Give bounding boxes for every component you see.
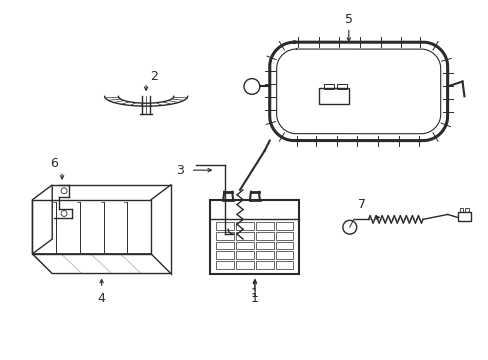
Bar	[275, 251, 293, 259]
Text: 2: 2	[150, 70, 158, 83]
Bar	[210, 200, 299, 274]
Bar	[275, 232, 293, 240]
Bar	[336, 85, 346, 89]
Bar	[236, 251, 253, 259]
Bar	[216, 251, 234, 259]
Text: 1: 1	[250, 292, 258, 305]
Text: 7: 7	[357, 198, 365, 211]
Bar	[275, 222, 293, 230]
Bar	[236, 242, 253, 249]
Bar	[275, 242, 293, 249]
Bar	[324, 85, 333, 89]
Bar	[319, 89, 348, 104]
Bar	[236, 261, 253, 269]
Text: 3: 3	[176, 164, 183, 177]
Bar	[216, 222, 234, 230]
Bar	[216, 242, 234, 249]
Bar	[236, 232, 253, 240]
Bar	[216, 232, 234, 240]
Bar	[255, 251, 273, 259]
Bar	[255, 232, 273, 240]
Bar	[457, 212, 470, 221]
Text: 5: 5	[344, 13, 352, 26]
Bar	[275, 261, 293, 269]
Bar	[459, 208, 463, 212]
Text: 1: 1	[250, 287, 258, 300]
Bar	[255, 261, 273, 269]
Bar	[255, 222, 273, 230]
Bar	[255, 242, 273, 249]
Text: 4: 4	[98, 292, 105, 305]
Bar	[216, 261, 234, 269]
Bar	[465, 208, 468, 212]
Bar	[236, 222, 253, 230]
Text: 6: 6	[50, 157, 58, 170]
